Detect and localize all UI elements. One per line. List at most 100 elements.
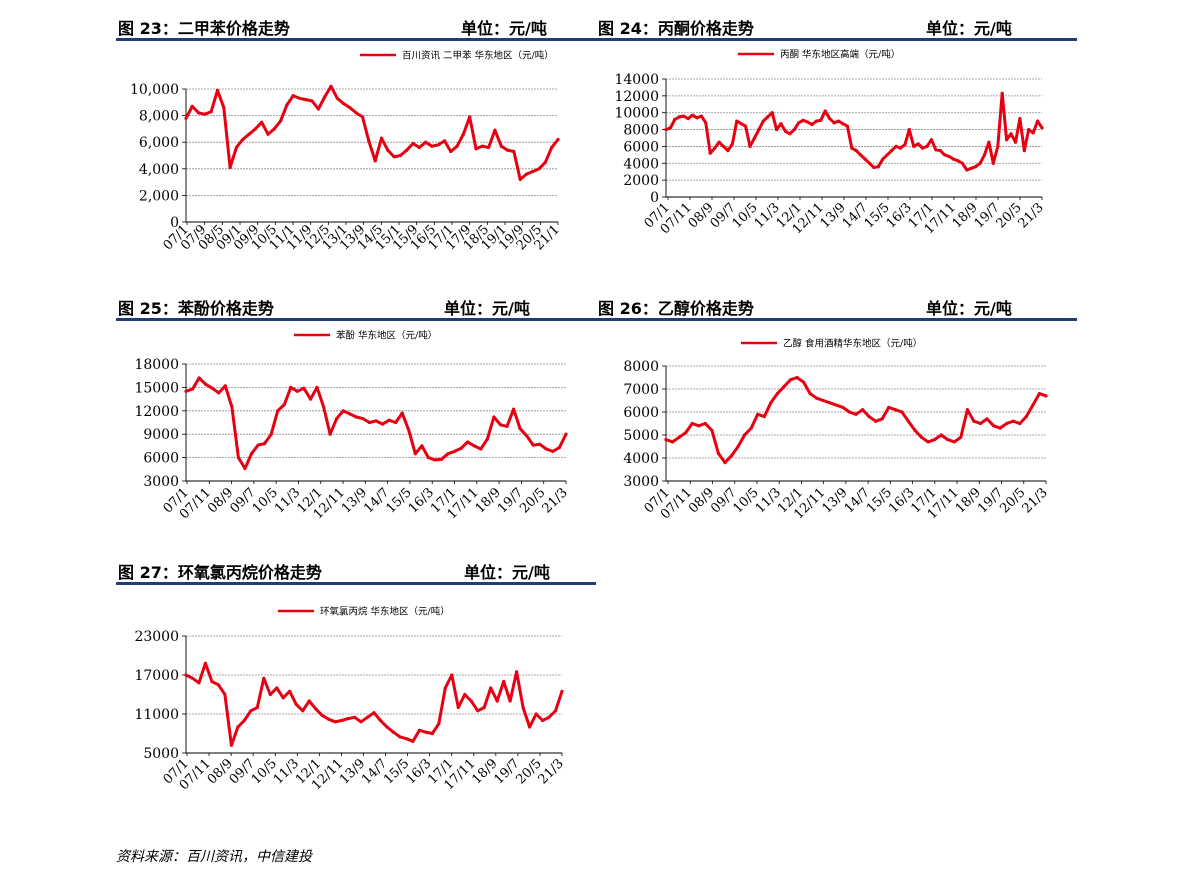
data-point bbox=[453, 449, 457, 453]
data-point bbox=[730, 142, 734, 146]
data-point bbox=[947, 154, 951, 159]
data-point bbox=[1022, 149, 1026, 153]
data-point bbox=[690, 421, 694, 426]
data-point bbox=[959, 435, 963, 439]
y-tick-label: 18000 bbox=[134, 357, 179, 373]
data-point bbox=[426, 456, 430, 460]
data-point bbox=[223, 692, 227, 697]
data-point bbox=[289, 385, 293, 389]
data-point bbox=[1037, 392, 1041, 396]
data-point bbox=[987, 140, 991, 144]
price-series-line bbox=[664, 91, 1044, 172]
data-point bbox=[443, 686, 447, 690]
data-point bbox=[723, 461, 727, 465]
y-tick-label: 0 bbox=[170, 215, 179, 231]
data-point bbox=[916, 142, 920, 146]
data-point bbox=[210, 679, 214, 684]
y-tick-label: 0 bbox=[650, 190, 659, 206]
data-point bbox=[841, 122, 845, 126]
data-point bbox=[302, 386, 306, 390]
price-series-line bbox=[184, 84, 560, 181]
data-point bbox=[365, 715, 370, 719]
data-point bbox=[335, 96, 339, 100]
y-tick-label: 8,000 bbox=[139, 109, 179, 125]
data-point bbox=[978, 421, 983, 426]
data-point bbox=[216, 683, 220, 687]
data-point bbox=[943, 153, 947, 157]
data-point bbox=[323, 95, 327, 99]
data-point bbox=[482, 705, 486, 710]
data-point bbox=[704, 121, 708, 125]
data-point bbox=[929, 138, 933, 142]
data-point bbox=[664, 438, 668, 442]
data-point bbox=[965, 408, 969, 412]
data-point bbox=[354, 415, 358, 419]
data-point bbox=[184, 116, 188, 120]
data-point bbox=[806, 120, 810, 124]
data-point bbox=[449, 149, 453, 154]
data-point bbox=[228, 165, 232, 170]
data-point bbox=[276, 409, 280, 413]
data-point bbox=[757, 128, 761, 132]
y-tick-label: 3000 bbox=[623, 474, 659, 490]
data-point bbox=[272, 127, 276, 131]
y-tick-label: 6000 bbox=[623, 405, 659, 421]
data-point bbox=[184, 673, 188, 677]
data-point bbox=[404, 737, 408, 741]
data-point bbox=[308, 397, 313, 401]
panel-phenol: 图 25：苯酚价格走势 单位：元/吨 苯酚 华东地区（元/吨） 3000 6000 9… bbox=[116, 294, 596, 544]
y-tick-label: 4000 bbox=[623, 451, 659, 467]
unit-label: 单位：元/吨 bbox=[461, 19, 547, 38]
data-point bbox=[249, 709, 253, 713]
data-point bbox=[407, 428, 411, 432]
data-point bbox=[795, 375, 799, 380]
data-point bbox=[518, 427, 522, 431]
data-point bbox=[417, 728, 421, 732]
data-point bbox=[779, 122, 783, 126]
panel-header: 图 24：丙酮价格走势 单位：元/吨 bbox=[596, 14, 1077, 41]
data-point bbox=[531, 443, 535, 447]
data-point bbox=[534, 712, 538, 716]
data-point bbox=[775, 128, 779, 132]
data-point bbox=[1000, 91, 1004, 95]
data-point bbox=[243, 466, 247, 471]
data-point bbox=[234, 145, 238, 150]
data-point bbox=[752, 136, 757, 140]
data-point bbox=[815, 396, 819, 400]
data-point bbox=[880, 417, 884, 421]
data-point bbox=[775, 392, 779, 396]
xylene-price-chart: 百川资讯 二甲苯 华东地区（元/吨） 0 2,000 4,000 6,000 8,000 1… bbox=[130, 50, 563, 254]
data-point bbox=[682, 114, 686, 118]
data-point bbox=[736, 444, 740, 449]
data-point bbox=[505, 424, 509, 428]
data-point bbox=[424, 140, 428, 144]
data-point bbox=[236, 456, 240, 460]
data-point bbox=[841, 405, 845, 409]
epichlorohydrin-price-chart: 环氧氯丙烷 华东地区（元/吨）500011000170002300007/107… bbox=[134, 606, 566, 794]
data-point bbox=[378, 718, 383, 723]
data-point bbox=[241, 137, 245, 142]
x-tick-label: 21/3 bbox=[1020, 485, 1051, 516]
data-point bbox=[197, 681, 201, 685]
panel-ech: 图 27：环氧氯丙烷价格走势 单位：元/吨 环氧氯丙烷 华东地区（元/吨） 500… bbox=[116, 558, 596, 808]
legend-label: 丙酮 华东地区高端（元/吨） bbox=[780, 49, 900, 61]
data-point bbox=[716, 451, 720, 455]
y-tick-label: 14000 bbox=[614, 72, 659, 88]
data-point bbox=[699, 114, 703, 118]
data-point bbox=[544, 447, 548, 451]
data-point bbox=[367, 420, 371, 425]
data-point bbox=[919, 435, 924, 439]
data-point bbox=[708, 151, 712, 155]
data-point bbox=[291, 94, 295, 98]
data-point bbox=[381, 422, 385, 426]
data-point bbox=[215, 88, 220, 92]
data-point bbox=[335, 417, 339, 421]
data-point bbox=[301, 709, 305, 713]
data-point bbox=[551, 449, 555, 453]
y-tick-label: 2,000 bbox=[139, 188, 179, 204]
data-point bbox=[887, 405, 891, 409]
data-point bbox=[255, 705, 259, 710]
data-point bbox=[322, 405, 326, 409]
data-point bbox=[469, 699, 473, 703]
data-point bbox=[867, 415, 871, 419]
